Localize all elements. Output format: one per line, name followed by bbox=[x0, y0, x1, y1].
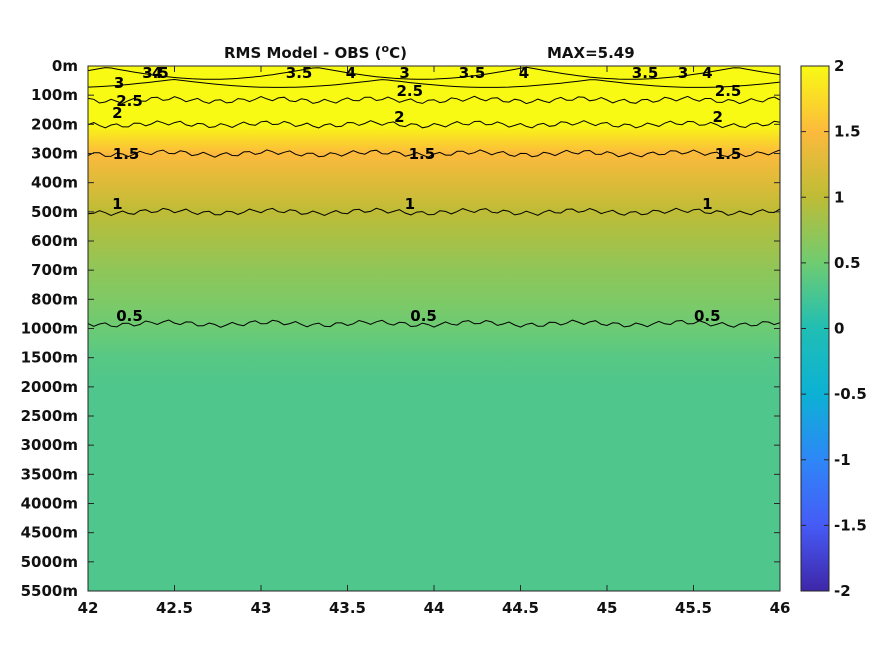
contour-label: 0.5 bbox=[116, 307, 143, 325]
contour-label: 3.5 bbox=[142, 64, 169, 82]
contour-label: 1 bbox=[112, 195, 122, 213]
colorbar-tick-label: 2 bbox=[834, 57, 844, 75]
chart-title: RMS Model - OBS (oC) bbox=[224, 42, 407, 62]
colorbar-tick-label: 0.5 bbox=[834, 254, 861, 272]
contour-label: 2.5 bbox=[715, 82, 742, 100]
colorbar-ticks: 2 1.5 1 0.5 0 -0.5 -1 -1.5 -2 bbox=[801, 57, 867, 600]
contour-labels: 43.532.523.5 4 3 3.5 4 3.5 432.52.52 21.5 1.5 1.5… bbox=[112, 64, 741, 325]
contour-label: 2 bbox=[112, 104, 122, 122]
contour-label: 1 bbox=[405, 195, 415, 213]
contour-label: 3 bbox=[399, 64, 409, 82]
y-tick-label: 800m bbox=[31, 290, 78, 308]
y-tick-label: 200m bbox=[31, 115, 78, 133]
colorbar-tick-label: -2 bbox=[834, 582, 851, 600]
colorbar-tick-label: -0.5 bbox=[834, 385, 867, 403]
colorbar-tick-label: 1 bbox=[834, 188, 844, 206]
contour-label: 2.5 bbox=[397, 82, 424, 100]
contour-lines bbox=[88, 66, 780, 328]
x-tick-label: 44 bbox=[424, 599, 445, 617]
contour-label: 0.5 bbox=[694, 307, 721, 325]
contour-line bbox=[88, 207, 780, 217]
max-label: MAX=5.49 bbox=[547, 44, 635, 62]
contour-label: 3.5 bbox=[632, 64, 659, 82]
y-axis: 0m 100m 200m 300m 400m 500m 600m 700m 800m 1000m 1… bbox=[21, 57, 780, 600]
contour-line bbox=[88, 149, 780, 158]
contour-label: 1.5 bbox=[715, 145, 742, 163]
contour-line bbox=[88, 95, 780, 105]
contour-label: 1.5 bbox=[113, 145, 140, 163]
contour-line bbox=[88, 66, 780, 80]
contour-label: 3 bbox=[114, 74, 124, 92]
contour-line bbox=[88, 120, 780, 129]
contour-label: 0.5 bbox=[410, 307, 437, 325]
contour-label: 3.5 bbox=[459, 64, 486, 82]
colorbar-tick-label: -1 bbox=[834, 451, 851, 469]
contour-label: 3 bbox=[678, 64, 688, 82]
x-axis: 42 42.5 43 43.5 44 44.5 45 45.5 46 bbox=[78, 66, 791, 617]
x-tick-label: 46 bbox=[770, 599, 791, 617]
colorbar-tick-label: -1.5 bbox=[834, 516, 867, 534]
colorbar: 2 1.5 1 0.5 0 -0.5 -1 -1.5 -2 bbox=[800, 57, 867, 600]
y-tick-label: 1500m bbox=[21, 349, 78, 367]
y-tick-label: 600m bbox=[31, 232, 78, 250]
colorbar-tick-label: 1.5 bbox=[834, 123, 861, 141]
contour-label: 2 bbox=[712, 108, 722, 126]
y-tick-label: 4500m bbox=[21, 524, 78, 542]
contour-label: 1 bbox=[702, 195, 712, 213]
colorbar-tick-label: 0 bbox=[834, 320, 844, 338]
contour-label: 4 bbox=[702, 64, 712, 82]
contour-label: 3.5 bbox=[286, 64, 313, 82]
contour-label: 2.5 bbox=[116, 92, 143, 110]
x-tick-label: 42 bbox=[78, 599, 99, 617]
y-tick-label: 4000m bbox=[21, 495, 78, 513]
y-tick-label: 100m bbox=[31, 86, 78, 104]
y-tick-label: 700m bbox=[31, 261, 78, 279]
x-tick-label: 43 bbox=[251, 599, 272, 617]
y-tick-label: 3000m bbox=[21, 436, 78, 454]
contour-label: 1.5 bbox=[409, 145, 436, 163]
contour-label: 4 bbox=[346, 64, 356, 82]
x-tick-label: 45.5 bbox=[675, 599, 712, 617]
x-tick-label: 43.5 bbox=[329, 599, 366, 617]
x-tick-label: 45 bbox=[597, 599, 618, 617]
x-tick-label: 42.5 bbox=[156, 599, 193, 617]
y-tick-label: 300m bbox=[31, 145, 78, 163]
y-tick-label: 5000m bbox=[21, 553, 78, 571]
contour-label: 2 bbox=[394, 108, 404, 126]
y-tick-label: 2500m bbox=[21, 407, 78, 425]
plot-area: 43.532.523.5 4 3 3.5 4 3.5 432.52.52 21.5 1.5 1.5… bbox=[87, 64, 781, 592]
y-tick-label: 1000m bbox=[21, 320, 78, 338]
x-tick-label: 44.5 bbox=[502, 599, 539, 617]
title: RMS Model - OBS (oC) MAX=5.49 bbox=[224, 42, 635, 62]
y-tick-label: 5500m bbox=[21, 582, 78, 600]
contour-line bbox=[88, 78, 780, 88]
contour-label: 4 bbox=[519, 64, 529, 82]
contour-label: 4 bbox=[152, 64, 162, 82]
contour-line bbox=[88, 319, 780, 328]
y-tick-label: 0m bbox=[52, 57, 78, 75]
y-tick-label: 2000m bbox=[21, 378, 78, 396]
y-tick-label: 3500m bbox=[21, 465, 78, 483]
y-tick-label: 400m bbox=[31, 174, 78, 192]
y-tick-label: 500m bbox=[31, 203, 78, 221]
